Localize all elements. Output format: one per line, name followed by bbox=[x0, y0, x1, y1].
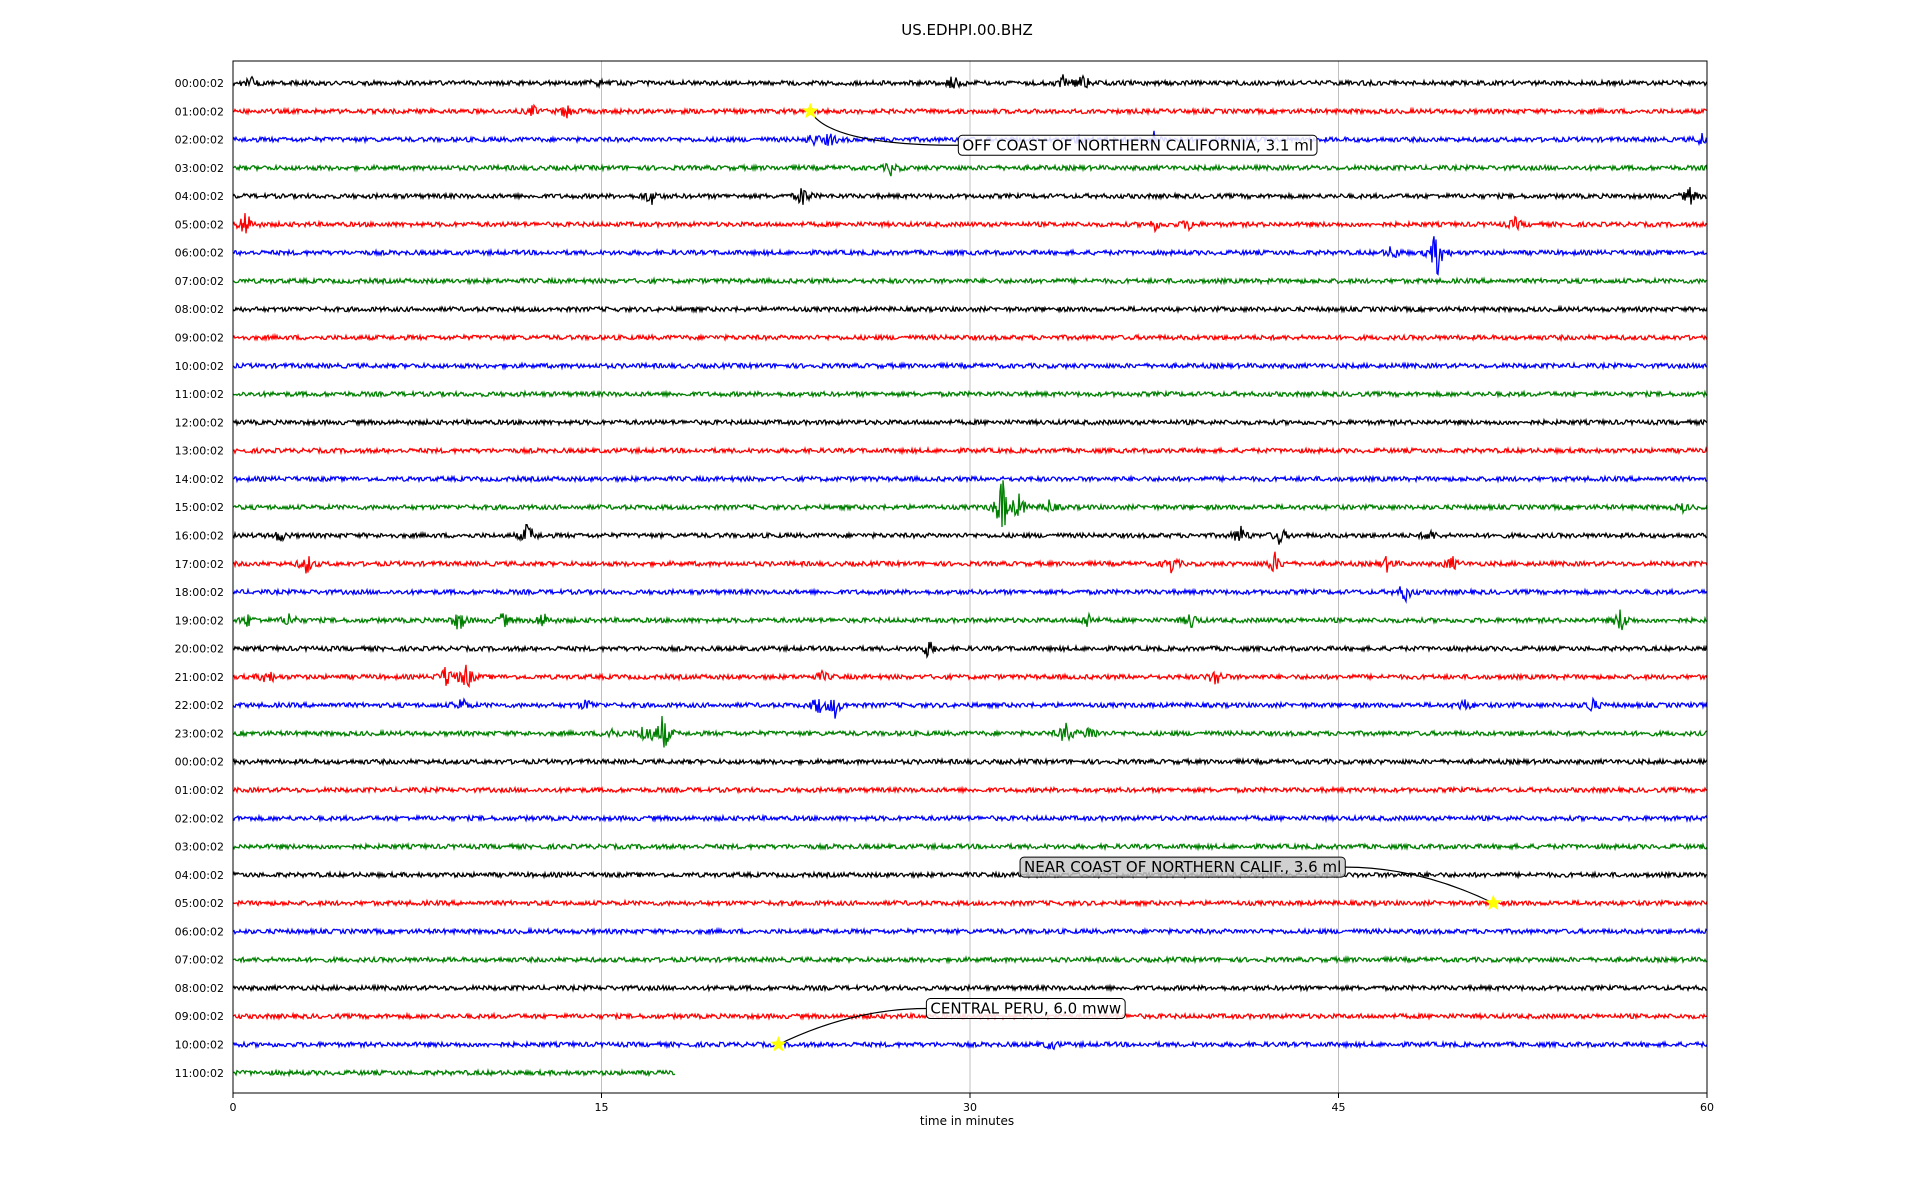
event-leader-line bbox=[809, 110, 959, 146]
seismic-trace bbox=[232, 609, 1708, 631]
row-time-label: 01:00:02 bbox=[175, 105, 224, 118]
x-tick-label: 15 bbox=[595, 1101, 609, 1114]
event-star-icon bbox=[1485, 894, 1502, 911]
event-annotation: OFF COAST OF NORTHERN CALIFORNIA, 3.1 ml bbox=[802, 102, 1318, 156]
seismic-trace bbox=[232, 1068, 676, 1078]
row-time-label: 05:00:02 bbox=[175, 218, 224, 231]
seismic-trace bbox=[232, 361, 1708, 371]
seismic-trace bbox=[232, 524, 1708, 545]
seismic-trace bbox=[232, 186, 1708, 205]
x-tick-label: 0 bbox=[230, 1101, 237, 1114]
chart-title: US.EDHPI.00.BHZ bbox=[901, 21, 1033, 39]
seismic-trace bbox=[232, 870, 1708, 880]
row-time-label: 22:00:02 bbox=[175, 699, 224, 712]
event-label: OFF COAST OF NORTHERN CALIFORNIA, 3.1 ml bbox=[962, 136, 1313, 154]
row-time-label: 02:00:02 bbox=[175, 134, 224, 147]
seismic-trace bbox=[232, 926, 1708, 937]
x-tick-label: 45 bbox=[1332, 1101, 1346, 1114]
row-time-label: 10:00:02 bbox=[175, 1039, 224, 1052]
row-time-label: 00:00:02 bbox=[175, 77, 224, 90]
row-time-label: 08:00:02 bbox=[175, 303, 224, 316]
seismic-trace bbox=[232, 813, 1708, 824]
seismic-trace bbox=[232, 841, 1708, 852]
row-time-label: 09:00:02 bbox=[175, 332, 224, 345]
row-time-label: 13:00:02 bbox=[175, 445, 224, 458]
row-time-label: 07:00:02 bbox=[175, 275, 224, 288]
seismic-trace bbox=[232, 304, 1708, 314]
seismic-trace bbox=[232, 213, 1708, 234]
row-time-label: 03:00:02 bbox=[175, 162, 224, 175]
seismic-trace bbox=[232, 417, 1708, 428]
x-axis-label: time in minutes bbox=[920, 1114, 1014, 1128]
seismic-trace bbox=[232, 103, 1708, 119]
row-time-label: 10:00:02 bbox=[175, 360, 224, 373]
seismic-trace bbox=[232, 785, 1708, 795]
row-time-label: 08:00:02 bbox=[175, 982, 224, 995]
seismic-trace bbox=[232, 332, 1708, 343]
event-leader-line bbox=[1345, 866, 1494, 904]
seismic-trace bbox=[232, 551, 1708, 574]
event-label: CENTRAL PERU, 6.0 mww bbox=[930, 1000, 1121, 1018]
row-time-label: 01:00:02 bbox=[175, 784, 224, 797]
grid-lines bbox=[601, 61, 1339, 1093]
row-time-label: 03:00:02 bbox=[175, 841, 224, 854]
row-time-label: 11:00:02 bbox=[175, 388, 224, 401]
row-time-label: 06:00:02 bbox=[175, 247, 224, 260]
seismic-trace bbox=[232, 696, 1708, 719]
event-annotation: NEAR COAST OF NORTHERN CALIF., 3.6 ml bbox=[1019, 856, 1502, 911]
seismic-trace bbox=[232, 955, 1708, 965]
event-annotation: CENTRAL PERU, 6.0 mww bbox=[770, 998, 1126, 1052]
plot-frame bbox=[232, 60, 1708, 1094]
event-annotations: OFF COAST OF NORTHERN CALIFORNIA, 3.1 ml… bbox=[770, 102, 1502, 1052]
seismic-trace bbox=[232, 641, 1708, 659]
x-tick-label: 30 bbox=[963, 1101, 977, 1114]
seismic-trace bbox=[232, 898, 1708, 908]
row-time-label: 05:00:02 bbox=[175, 897, 224, 910]
row-time-label: 04:00:02 bbox=[175, 190, 224, 203]
row-time-label: 04:00:02 bbox=[175, 869, 224, 882]
row-time-label: 18:00:02 bbox=[175, 586, 224, 599]
row-time-label: 00:00:02 bbox=[175, 756, 224, 769]
row-time-label: 11:00:02 bbox=[175, 1067, 224, 1080]
row-time-label: 12:00:02 bbox=[175, 416, 224, 429]
seismic-trace bbox=[232, 1039, 1708, 1051]
seismic-trace bbox=[232, 664, 1708, 689]
seismic-trace bbox=[232, 757, 1708, 767]
seismic-trace bbox=[232, 162, 1708, 177]
seismic-trace bbox=[232, 983, 1708, 993]
row-time-label: 07:00:02 bbox=[175, 954, 224, 967]
row-time-label: 14:00:02 bbox=[175, 473, 224, 486]
row-time-label: 06:00:02 bbox=[175, 925, 224, 938]
seismic-trace bbox=[232, 276, 1708, 286]
event-label: NEAR COAST OF NORTHERN CALIF., 3.6 ml bbox=[1024, 858, 1341, 876]
row-time-label: 21:00:02 bbox=[175, 671, 224, 684]
seismic-trace bbox=[232, 236, 1708, 276]
trace-layer bbox=[232, 74, 1708, 1078]
row-time-label: 17:00:02 bbox=[175, 558, 224, 571]
seismic-trace bbox=[232, 480, 1708, 528]
row-time-label: 16:00:02 bbox=[175, 529, 224, 542]
seismic-trace bbox=[232, 74, 1708, 89]
seismic-trace bbox=[232, 586, 1708, 604]
row-time-label: 23:00:02 bbox=[175, 727, 224, 740]
row-time-label: 09:00:02 bbox=[175, 1010, 224, 1023]
seismic-trace bbox=[232, 389, 1708, 399]
x-axis-ticks: 0 15 30 45 60 bbox=[230, 1093, 1714, 1114]
event-leader-line bbox=[778, 1007, 927, 1046]
seismic-trace bbox=[232, 715, 1707, 748]
row-time-label: 02:00:02 bbox=[175, 812, 224, 825]
row-labels: 00:00:02 01:00:02 02:00:02 03:00:02 04:00:02… bbox=[175, 77, 224, 1080]
seismic-trace bbox=[232, 474, 1708, 484]
row-time-label: 19:00:02 bbox=[175, 614, 224, 627]
seismic-trace bbox=[232, 445, 1708, 456]
row-time-label: 15:00:02 bbox=[175, 501, 224, 514]
event-star-icon bbox=[802, 102, 819, 119]
row-time-label: 20:00:02 bbox=[175, 643, 224, 656]
event-star-icon bbox=[770, 1035, 787, 1052]
x-tick-label: 60 bbox=[1700, 1101, 1714, 1114]
